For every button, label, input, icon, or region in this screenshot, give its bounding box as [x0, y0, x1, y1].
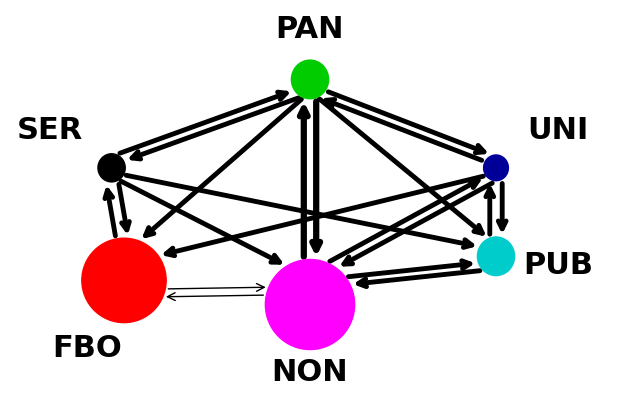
- Text: UNI: UNI: [528, 115, 588, 144]
- Ellipse shape: [82, 239, 166, 323]
- Ellipse shape: [291, 61, 329, 99]
- Text: PUB: PUB: [523, 250, 593, 279]
- Ellipse shape: [477, 237, 515, 276]
- Ellipse shape: [484, 156, 508, 181]
- Ellipse shape: [98, 154, 125, 182]
- Text: NON: NON: [272, 357, 348, 386]
- Ellipse shape: [265, 260, 355, 350]
- Text: FBO: FBO: [52, 333, 122, 362]
- Text: SER: SER: [17, 115, 82, 144]
- Text: PAN: PAN: [276, 15, 344, 44]
